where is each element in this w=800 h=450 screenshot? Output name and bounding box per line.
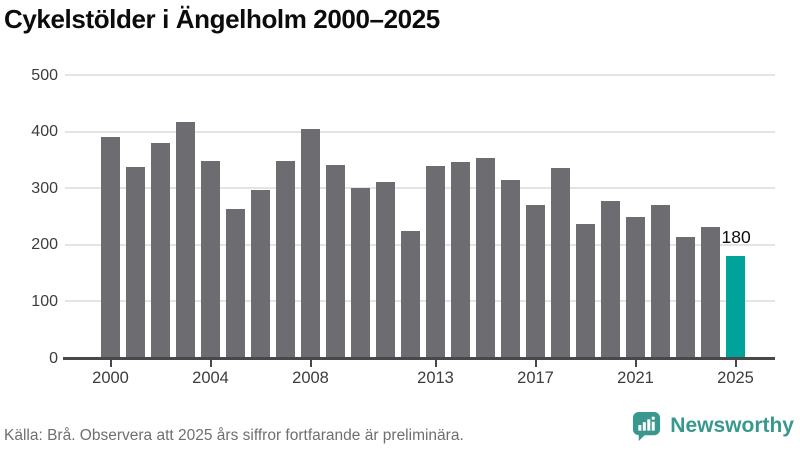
- x-axis-tick-2021: [634, 359, 637, 367]
- x-axis-label-2021: 2021: [617, 369, 654, 387]
- bar-2009: [326, 164, 345, 357]
- gridline-400: [65, 130, 775, 133]
- bar-2004: [201, 161, 220, 357]
- bar-2025: [726, 256, 745, 357]
- bar-2002: [151, 143, 170, 357]
- newsworthy-logo[interactable]: Newsworthy: [631, 410, 794, 441]
- gridline-100: [65, 300, 775, 303]
- y-axis-label-400: 400: [31, 123, 58, 141]
- y-axis-label-200: 200: [31, 236, 58, 254]
- bar-2017: [526, 205, 545, 357]
- x-axis-label-2000: 2000: [92, 369, 129, 387]
- gridline-500: [65, 74, 775, 77]
- y-axis-label-300: 300: [31, 179, 58, 197]
- bar-2018: [551, 167, 570, 357]
- bar-2024: [701, 226, 720, 357]
- bar-2005: [226, 208, 245, 357]
- newsworthy-wordmark: Newsworthy: [670, 413, 794, 437]
- bar-2016: [501, 179, 520, 357]
- x-axis-tick-2000: [109, 359, 112, 367]
- bar-2023: [676, 236, 695, 357]
- bar-2010: [351, 188, 370, 357]
- x-axis-label-2017: 2017: [517, 369, 554, 387]
- x-axis-label-2013: 2013: [417, 369, 454, 387]
- bar-2003: [176, 122, 195, 357]
- y-axis-label-0: 0: [49, 349, 58, 367]
- bar-2019: [576, 223, 595, 357]
- x-axis-line: [63, 356, 775, 360]
- newsworthy-chart-bubble-icon: [633, 411, 661, 441]
- bar-2020: [601, 200, 620, 357]
- x-axis-label-2008: 2008: [292, 369, 329, 387]
- value-label-2025: 180: [721, 227, 751, 248]
- x-axis-label-2004: 2004: [192, 369, 229, 387]
- bar-2015: [476, 158, 495, 357]
- y-axis-label-100: 100: [31, 292, 58, 310]
- x-axis-tick-2008: [309, 359, 312, 367]
- bar-2012: [401, 231, 420, 357]
- bar-2011: [376, 181, 395, 357]
- x-axis-tick-2004: [209, 359, 212, 367]
- chart-title: Cykelstölder i Ängelholm 2000–2025: [4, 4, 440, 34]
- y-axis-label-500: 500: [31, 66, 58, 84]
- bar-2014: [451, 161, 470, 357]
- bar-2000: [101, 137, 120, 357]
- x-axis-tick-2013: [434, 359, 437, 367]
- bar-2008: [301, 128, 320, 357]
- x-axis-tick-2025: [734, 359, 737, 367]
- bar-2021: [626, 216, 645, 357]
- bar-2022: [651, 205, 670, 357]
- x-axis-label-2025: 2025: [717, 369, 754, 387]
- bar-2007: [276, 161, 295, 357]
- bar-2006: [251, 190, 270, 357]
- gridline-200: [65, 243, 775, 246]
- gridline-300: [65, 187, 775, 190]
- source-note: Källa: Brå. Observera att 2025 års siffr…: [4, 427, 464, 444]
- bar-2013: [426, 165, 445, 357]
- x-axis-tick-2017: [534, 359, 537, 367]
- bar-2001: [126, 166, 145, 357]
